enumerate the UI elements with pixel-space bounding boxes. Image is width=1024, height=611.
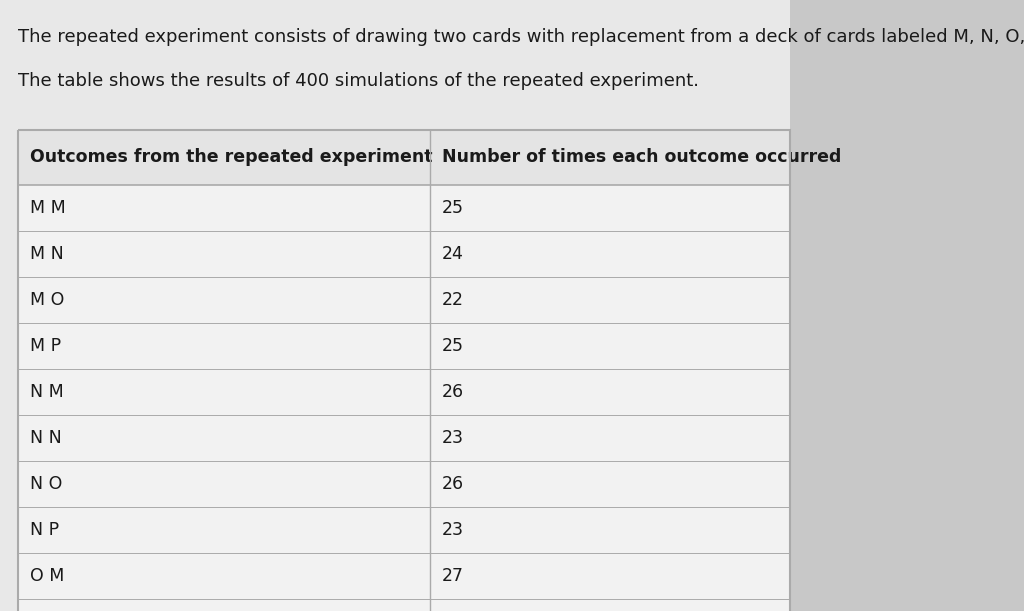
Text: 26: 26	[442, 475, 464, 493]
Text: N M: N M	[30, 383, 63, 401]
Text: M P: M P	[30, 337, 61, 355]
Text: 25: 25	[442, 199, 464, 217]
Text: 22: 22	[442, 291, 464, 309]
Text: M M: M M	[30, 199, 66, 217]
Text: Number of times each outcome occurred: Number of times each outcome occurred	[442, 148, 842, 167]
Text: 23: 23	[442, 521, 464, 539]
Bar	[18, 130, 790, 611]
Text: N N: N N	[30, 429, 61, 447]
Text: M N: M N	[30, 245, 63, 263]
Text: N P: N P	[30, 521, 59, 539]
Text: Outcomes from the repeated experiment: Outcomes from the repeated experiment	[30, 148, 432, 167]
Text: 25: 25	[442, 337, 464, 355]
Bar	[790, 0, 1024, 611]
Bar	[18, 130, 790, 611]
Text: O M: O M	[30, 567, 65, 585]
Text: The repeated experiment consists of drawing two cards with replacement from a de: The repeated experiment consists of draw…	[18, 28, 1024, 46]
Text: 27: 27	[442, 567, 464, 585]
Text: 26: 26	[442, 383, 464, 401]
Text: 24: 24	[442, 245, 464, 263]
Bar	[18, 130, 790, 185]
Text: 23: 23	[442, 429, 464, 447]
Text: N O: N O	[30, 475, 62, 493]
Text: The table shows the results of 400 simulations of the repeated experiment.: The table shows the results of 400 simul…	[18, 72, 699, 90]
Text: M O: M O	[30, 291, 65, 309]
